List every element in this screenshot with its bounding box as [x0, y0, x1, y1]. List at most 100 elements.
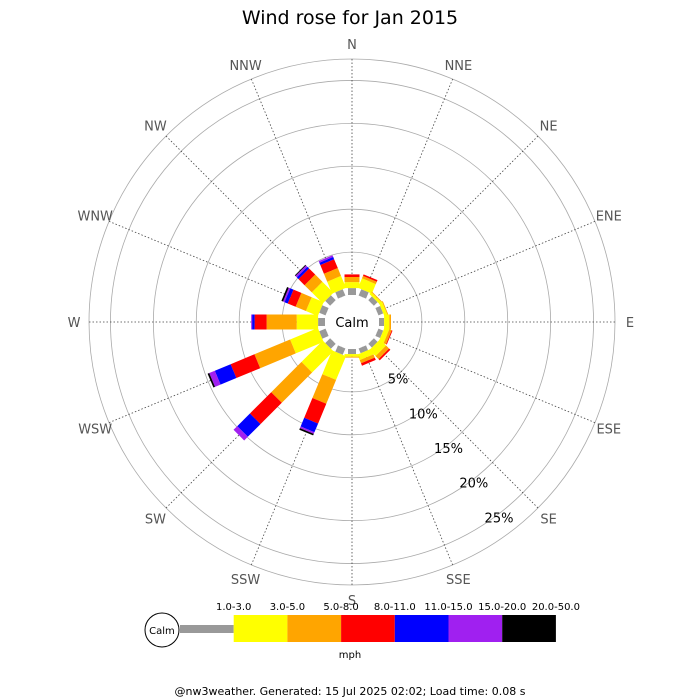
legend: Calm 1.0-3.0 3.0-5.0 5.0-8.0 8.0-11.0 11.0-1…	[144, 602, 580, 661]
legend-label-5.0-8.0: 5.0-8.0	[323, 602, 358, 613]
bar-nnw-11.0-15.0	[319, 256, 335, 265]
bar-s-5.0-8.0	[344, 356, 360, 358]
direction-label-ene: ENE	[596, 210, 622, 225]
bar-sw-11.0-15.0	[237, 413, 261, 437]
direction-label-nnw: NNW	[229, 59, 261, 74]
direction-label-w: W	[68, 316, 81, 331]
bar-sw-5.0-8.0	[271, 361, 313, 403]
direction-label-sse: SSE	[446, 573, 471, 588]
bar-ssw-1.0-3.0	[335, 345, 346, 355]
spoke-line	[361, 346, 454, 566]
direction-labels: N NNE NE ENE E ESE SE SSE S SSW SW WSW W WNW NW NNW	[68, 38, 635, 609]
direction-label-sw: SW	[145, 513, 166, 528]
bar-ssw-11.0-15.0	[300, 417, 319, 433]
bar-ne-5.0-8.0	[371, 291, 383, 303]
bar-sse-3.0-5.0	[357, 348, 374, 361]
bar-ene-5.0-8.0	[382, 301, 389, 316]
bar-s-1.0-3.0	[348, 349, 356, 355]
bar-se-1.0-3.0	[368, 338, 378, 348]
bar-sse-5.0-8.0	[359, 354, 375, 364]
bar-ssw-3.0-5.0	[322, 350, 346, 380]
calm-label: Calm	[335, 316, 368, 331]
bar-wsw-5.0-8.0	[254, 339, 296, 369]
bar-nw-15.0-20.0	[295, 265, 308, 278]
bar-se-5.0-8.0	[375, 345, 390, 360]
ring-labels: 5% 10% 15% 20% 25%	[388, 373, 514, 527]
bar-wsw-11.0-15.0	[214, 364, 237, 385]
bar-n-5.0-8.0	[344, 277, 360, 283]
bar-ssw-20.0-50.0	[299, 428, 314, 436]
bar-sw-3.0-5.0	[301, 340, 334, 373]
direction-label-nw: NW	[144, 119, 167, 134]
direction-label-ssw: SSW	[231, 573, 261, 588]
calm-group: Calm	[328, 298, 376, 346]
bar-se-8.0-11.0	[378, 348, 391, 361]
legend-bins: 1.0-3.0 3.0-5.0 5.0-8.0 8.0-11.0 11.0-15.0 15…	[180, 602, 580, 642]
bar-nnw-3.0-5.0	[327, 275, 346, 294]
bar-sw-1.0-3.0	[325, 338, 336, 349]
legend-label-8.0-11.0: 8.0-11.0	[374, 602, 416, 613]
ring-label: 20%	[459, 477, 488, 492]
direction-label-wnw: WNW	[77, 210, 113, 225]
bar-wnw-3.0-5.0	[305, 297, 324, 316]
bar-ssw-15.0-20.0	[299, 426, 315, 434]
bar-nne-8.0-11.0	[363, 274, 378, 282]
bar-wsw-20.0-50.0	[207, 373, 215, 388]
bar-ene-3.0-5.0	[378, 301, 388, 317]
spoke-line	[370, 135, 539, 304]
bars-layer	[207, 255, 393, 441]
bar-nnw-1.0-3.0	[335, 289, 346, 299]
bar-w-1.0-3.0	[318, 318, 325, 326]
bar-wnw-8.0-11.0	[287, 289, 302, 307]
legend-swatch-1.0-3.0	[180, 625, 234, 633]
bar-wsw-15.0-20.0	[209, 370, 221, 387]
bar-nw-8.0-11.0	[298, 268, 316, 286]
direction-label-wsw: WSW	[78, 422, 112, 437]
bar-nw-11.0-15.0	[296, 266, 310, 280]
bar-e-1.0-3.0	[379, 318, 385, 326]
bar-wnw-1.0-3.0	[319, 305, 329, 316]
bar-w-8.0-11.0	[254, 314, 267, 330]
bar-e-5.0-8.0	[389, 314, 391, 330]
bar-nw-3.0-5.0	[311, 281, 334, 304]
spoke-line	[376, 331, 596, 424]
bar-wnw-20.0-50.0	[281, 287, 289, 302]
direction-label-ese: ESE	[596, 422, 621, 437]
direction-label-e: E	[626, 316, 634, 331]
legend-label-15.0-20.0: 15.0-20.0	[478, 602, 526, 613]
legend-swatch-15.0-20.0	[448, 615, 503, 642]
legend-swatch-20.0-50.0	[502, 615, 556, 642]
legend-label-11.0-15.0: 11.0-15.0	[424, 602, 472, 613]
spoke-line	[376, 220, 596, 313]
spoke-line	[361, 78, 454, 298]
bar-wsw-8.0-11.0	[230, 354, 261, 378]
bar-nw-5.0-8.0	[304, 274, 323, 293]
bar-ese-5.0-8.0	[383, 329, 392, 345]
legend-label-3.0-5.0: 3.0-5.0	[270, 602, 305, 613]
bar-ssw-5.0-8.0	[312, 374, 337, 404]
bar-ese-1.0-3.0	[375, 328, 384, 338]
bar-e-3.0-5.0	[384, 314, 390, 330]
bar-n-3.0-5.0	[344, 282, 360, 289]
bar-wsw-1.0-3.0	[319, 328, 329, 339]
legend-swatch-11.0-15.0	[394, 615, 449, 642]
bar-nnw-8.0-11.0	[320, 259, 338, 274]
bar-ne-1.0-3.0	[368, 296, 378, 306]
direction-label-se: SE	[540, 513, 556, 528]
bar-ese-3.0-5.0	[378, 327, 390, 344]
bar-w-15.0-20.0	[251, 314, 253, 330]
bar-nne-3.0-5.0	[358, 278, 376, 294]
bar-sse-8.0-11.0	[361, 357, 376, 366]
bar-w-11.0-15.0	[252, 314, 255, 330]
ring-label: 5%	[388, 373, 409, 388]
bar-ne-3.0-5.0	[369, 292, 382, 305]
footer-text: @nw3weather. Generated: 15 Jul 2025 02:0…	[175, 685, 526, 698]
ring-circle	[195, 165, 509, 479]
bar-ene-1.0-3.0	[375, 306, 384, 316]
legend-swatch-8.0-11.0	[341, 615, 395, 642]
ring-label: 25%	[485, 511, 514, 526]
ring-label: 10%	[409, 407, 438, 422]
calm-circle	[328, 298, 376, 346]
ring-label: 15%	[434, 442, 463, 457]
